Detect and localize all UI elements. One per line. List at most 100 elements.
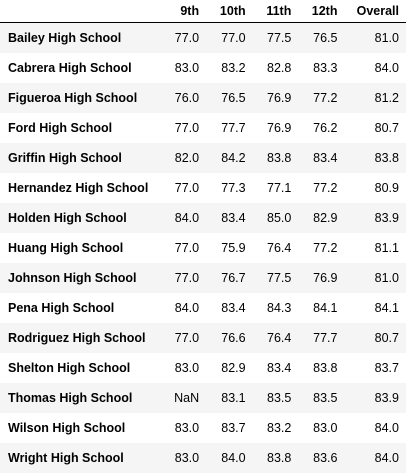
cell-9th: 83.0 <box>174 420 200 435</box>
cell-9th: 84.0 <box>174 210 200 225</box>
row-school-name: Shelton High School <box>8 360 131 375</box>
table-row: Griffin High School 82.0 84.2 83.8 83.4 83.8 <box>0 142 406 173</box>
cell-10th: 83.4 <box>221 210 246 225</box>
cell-12th: 77.7 <box>313 330 338 345</box>
cell-12th: 83.0 <box>313 420 338 435</box>
cell-11th: 83.2 <box>267 420 292 435</box>
table-row: Cabrera High School 83.0 83.2 82.8 83.3 84.0 <box>0 52 406 83</box>
cell-10th: 83.2 <box>221 60 246 75</box>
cell-9th: 83.0 <box>174 60 200 75</box>
cell-12th: 76.9 <box>313 270 338 285</box>
row-school-name: Griffin High School <box>8 150 122 165</box>
cell-12th: 76.2 <box>313 120 338 135</box>
cell-10th: 82.9 <box>221 360 246 375</box>
cell-12th: 83.4 <box>313 150 338 165</box>
row-school-name: Cabrera High School <box>8 60 132 75</box>
cell-9th: 84.0 <box>174 300 200 315</box>
cell-11th: 83.4 <box>267 360 292 375</box>
cell-10th: 75.9 <box>221 240 246 255</box>
table-header: 9th 10th 11th 12th Overall <box>0 0 406 23</box>
row-school-name: Wright High School <box>8 450 124 465</box>
cell-12th: 83.8 <box>313 360 338 375</box>
header-index <box>0 0 162 23</box>
cell-overall: 84.0 <box>374 60 399 75</box>
cell-12th: 77.2 <box>313 240 338 255</box>
cell-12th: 82.9 <box>313 210 338 225</box>
row-school-name: Wilson High School <box>8 420 126 435</box>
table-row: Hernandez High School 77.0 77.3 77.1 77.2 80.… <box>0 172 406 203</box>
cell-overall: 81.1 <box>374 240 399 255</box>
cell-12th: 83.6 <box>313 450 338 465</box>
row-school-name: Figueroa High School <box>8 90 138 105</box>
row-school-name: Thomas High School <box>8 390 133 405</box>
cell-12th: 84.1 <box>313 300 338 315</box>
cell-overall: 81.2 <box>374 90 399 105</box>
cell-overall: 83.9 <box>374 210 399 225</box>
table-row: Huang High School 77.0 75.9 76.4 77.2 81.1 <box>0 232 406 263</box>
cell-12th: 77.2 <box>313 90 338 105</box>
header-9th: 9th <box>161 0 207 23</box>
cell-11th: 77.5 <box>267 270 292 285</box>
cell-9th: 77.0 <box>174 330 200 345</box>
cell-10th: 83.1 <box>221 390 246 405</box>
cell-10th: 84.0 <box>221 450 246 465</box>
row-school-name: Holden High School <box>8 210 127 225</box>
cell-overall: 80.9 <box>374 180 399 195</box>
cell-9th: 77.0 <box>174 270 200 285</box>
cell-11th: 77.5 <box>267 30 292 45</box>
row-school-name: Hernandez High School <box>8 180 149 195</box>
cell-overall: 83.7 <box>374 360 399 375</box>
table-row: Wright High School 83.0 84.0 83.8 83.6 84.0 <box>0 442 406 473</box>
cell-10th: 77.7 <box>221 120 246 135</box>
cell-9th: 82.0 <box>174 150 200 165</box>
table-row: Figueroa High School 76.0 76.5 76.9 77.2 81.2 <box>0 82 406 113</box>
cell-9th: 77.0 <box>174 240 200 255</box>
table-row: Rodriguez High School 77.0 76.6 76.4 77.7 80.… <box>0 322 406 353</box>
cell-overall: 83.9 <box>374 390 399 405</box>
table-body: Bailey High School 77.0 77.0 77.5 76.5 81.0 Ca… <box>0 22 406 473</box>
table-row: Bailey High School 77.0 77.0 77.5 76.5 81.0 <box>0 22 406 53</box>
header-overall: Overall <box>344 0 406 23</box>
cell-12th: 83.5 <box>313 390 338 405</box>
cell-overall: 81.0 <box>374 30 399 45</box>
row-school-name: Rodriguez High School <box>8 330 146 345</box>
cell-9th: 76.0 <box>174 90 200 105</box>
cell-11th: 77.1 <box>267 180 292 195</box>
table-row: Ford High School 77.0 77.7 76.9 76.2 80.7 <box>0 112 406 143</box>
cell-11th: 83.8 <box>267 450 292 465</box>
table-row: Wilson High School 83.0 83.7 83.2 83.0 84.0 <box>0 412 406 443</box>
cell-9th: 77.0 <box>174 120 200 135</box>
table-row: Shelton High School 83.0 82.9 83.4 83.8 83.7 <box>0 352 406 383</box>
cell-9th: 83.0 <box>174 360 200 375</box>
cell-overall: 84.1 <box>374 300 399 315</box>
cell-11th: 84.3 <box>267 300 292 315</box>
cell-10th: 77.0 <box>221 30 246 45</box>
table-row: Holden High School 84.0 83.4 85.0 82.9 83.9 <box>0 202 406 233</box>
cell-overall: 84.0 <box>374 420 399 435</box>
cell-12th: 83.3 <box>313 60 338 75</box>
table-row: Johnson High School 77.0 76.7 77.5 76.9 81.0 <box>0 262 406 293</box>
table-row: Thomas High School NaN 83.1 83.5 83.5 83.9 <box>0 382 406 413</box>
cell-overall: 80.7 <box>374 120 399 135</box>
row-school-name: Huang High School <box>8 240 124 255</box>
row-school-name: Ford High School <box>8 120 113 135</box>
row-school-name: Bailey High School <box>8 30 122 45</box>
cell-overall: 84.0 <box>374 450 399 465</box>
cell-11th: 83.5 <box>267 390 292 405</box>
cell-11th: 76.4 <box>267 240 292 255</box>
cell-12th: 76.5 <box>313 30 338 45</box>
cell-10th: 76.5 <box>221 90 246 105</box>
cell-10th: 83.7 <box>221 420 246 435</box>
cell-overall: 83.8 <box>374 150 399 165</box>
cell-10th: 84.2 <box>221 150 246 165</box>
cell-11th: 82.8 <box>267 60 292 75</box>
cell-11th: 76.9 <box>267 120 292 135</box>
cell-10th: 83.4 <box>221 300 246 315</box>
cell-10th: 76.6 <box>221 330 246 345</box>
cell-11th: 85.0 <box>267 210 292 225</box>
row-school-name: Pena High School <box>8 300 115 315</box>
cell-11th: 76.9 <box>267 90 292 105</box>
cell-11th: 83.8 <box>267 150 292 165</box>
cell-10th: 76.7 <box>221 270 246 285</box>
